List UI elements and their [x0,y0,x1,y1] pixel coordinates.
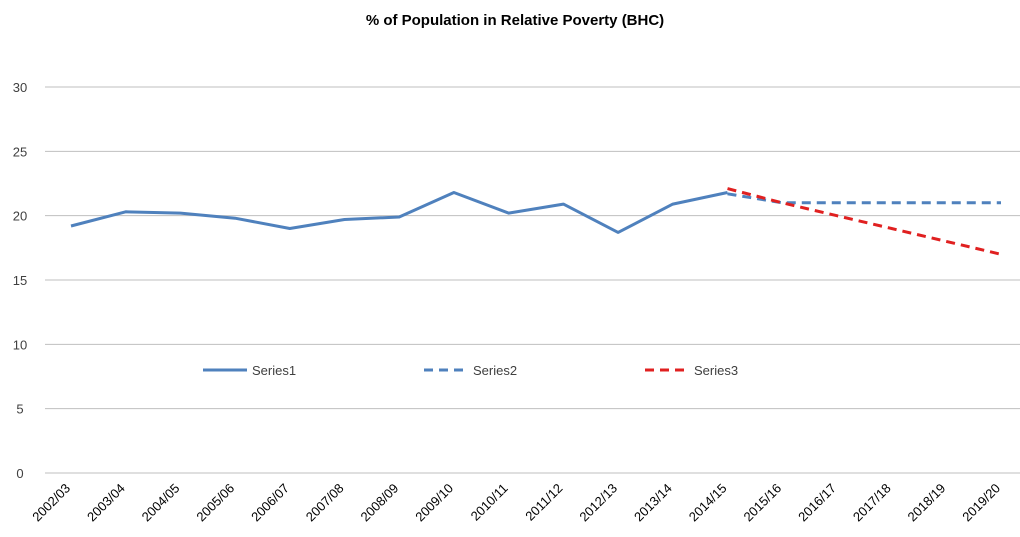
y-tick-label: 0 [16,466,23,481]
y-tick-label: 20 [13,209,27,224]
y-axis-ticks: 0 5 10 15 20 25 30 [13,80,27,481]
legend-label-series3: Series3 [694,363,738,378]
gridlines [45,86,1020,474]
x-tick-label: 2013/14 [631,481,675,525]
legend-label-series1: Series1 [252,363,296,378]
x-tick-label: 2011/12 [522,481,565,524]
x-tick-label: 2007/08 [303,481,347,525]
series1-line [70,191,728,234]
y-tick-label: 25 [13,144,27,159]
x-tick-label: 2006/07 [248,481,292,525]
series3-line [727,187,1002,256]
x-axis-ticks: 2002/03 2003/04 2004/05 2005/06 2006/07 2007/… [29,481,1003,525]
x-tick-label: 2008/09 [358,481,402,525]
x-tick-label: 2005/06 [193,481,237,525]
x-tick-label: 2004/05 [139,481,183,525]
x-tick-label: 2015/16 [740,481,784,525]
x-tick-label: 2010/11 [468,481,511,524]
legend-label-series2: Series2 [473,363,517,378]
series2-line [727,192,1001,205]
y-tick-label: 15 [13,273,27,288]
x-tick-label: 2012/13 [576,481,620,525]
y-tick-label: 5 [16,402,23,417]
x-tick-label: 2017/18 [850,481,894,525]
x-tick-label: 2019/20 [959,481,1003,525]
series-lines [70,187,1002,256]
legend: Series1 Series2 Series3 [203,363,738,378]
y-tick-label: 30 [13,80,27,95]
x-tick-label: 2009/10 [412,481,456,525]
x-tick-label: 2016/17 [795,481,839,525]
x-tick-label: 2014/15 [686,481,730,525]
y-tick-label: 10 [13,337,27,352]
x-tick-label: 2018/19 [905,481,949,525]
x-tick-label: 2002/03 [29,481,73,525]
chart-title: % of Population in Relative Poverty (BHC… [366,12,664,29]
x-tick-label: 2003/04 [84,481,128,525]
